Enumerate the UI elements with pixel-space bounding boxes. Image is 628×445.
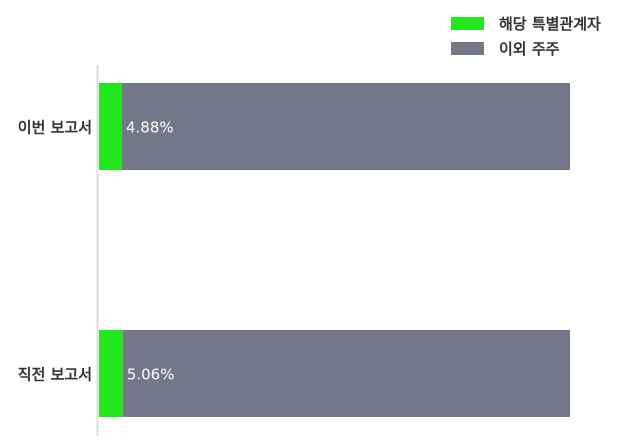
bar-segment	[121, 83, 570, 170]
category-label: 이번 보고서	[18, 119, 92, 137]
bar-segment	[122, 330, 570, 417]
data-label: 5.06%	[127, 366, 175, 384]
bar-segment	[99, 330, 123, 417]
legend-swatch	[451, 17, 484, 30]
legend-label: 이외 주주	[499, 40, 560, 58]
bar-segment	[99, 83, 122, 170]
data-label: 4.88%	[126, 119, 174, 137]
legend-swatch	[451, 42, 484, 55]
category-label: 직전 보고서	[18, 366, 92, 384]
legend-label: 해당 특별관계자	[499, 15, 601, 33]
